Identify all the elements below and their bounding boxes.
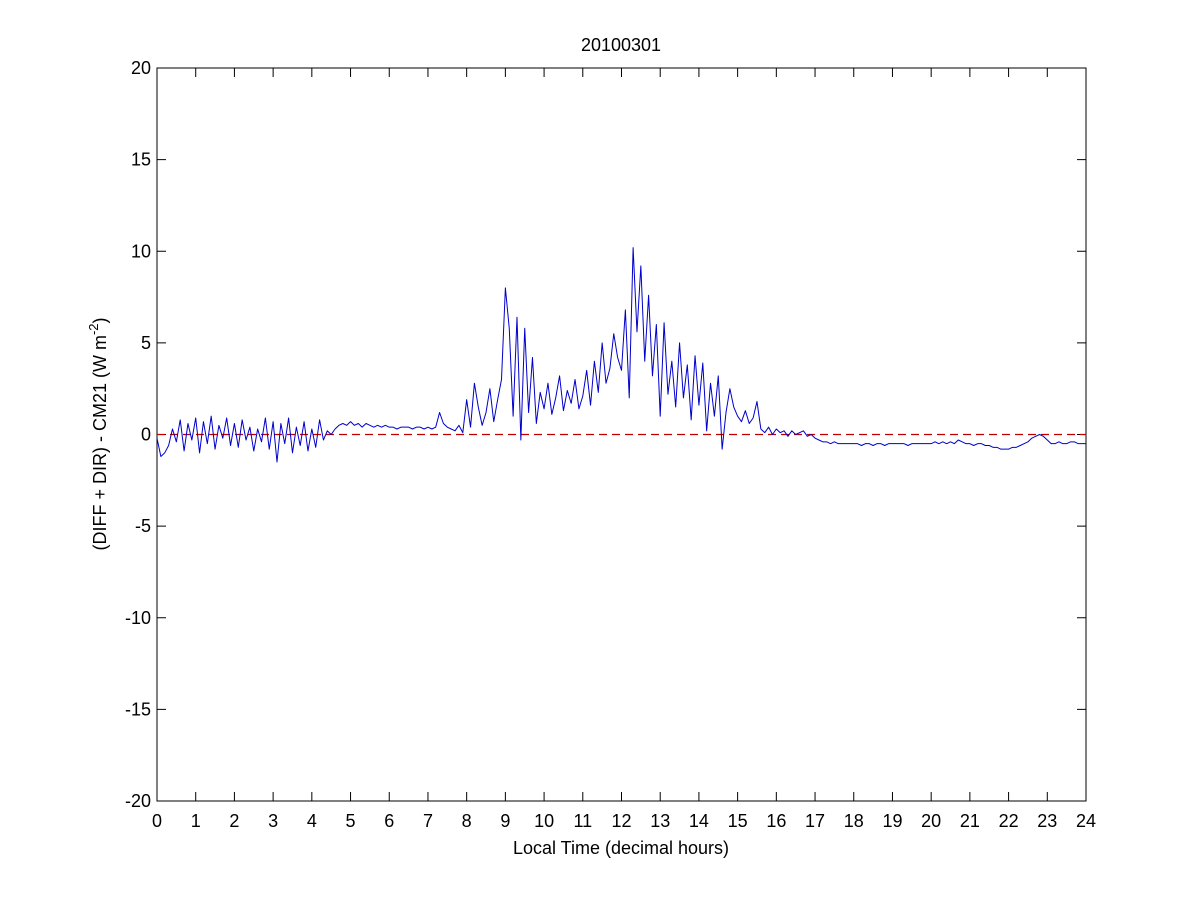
x-tick-label: 23 [1037, 811, 1057, 831]
x-tick-label: 0 [152, 811, 162, 831]
y-axis-label: (DIFF + DIR) - CM21 (W m-2) [86, 317, 110, 550]
y-axis-label-sup: -2 [86, 323, 101, 335]
plot-area [156, 67, 1087, 802]
y-tick-label: 0 [141, 425, 151, 445]
x-tick-label: 3 [268, 811, 278, 831]
y-tick-label: -20 [125, 791, 151, 811]
x-tick-label: 20 [921, 811, 941, 831]
x-tick-label: 22 [999, 811, 1019, 831]
x-tick-label: 14 [689, 811, 709, 831]
x-axis-label: Local Time (decimal hours) [513, 838, 729, 858]
x-tick-label: 21 [960, 811, 980, 831]
x-tick-label: 15 [728, 811, 748, 831]
x-tick-label: 11 [573, 811, 592, 831]
y-tick-label: 5 [141, 333, 151, 353]
x-tick-label: 18 [844, 811, 864, 831]
y-tick-label: 20 [131, 58, 151, 78]
x-tick-label: 10 [534, 811, 554, 831]
x-tick-label: 5 [346, 811, 356, 831]
x-tick-label: 13 [650, 811, 670, 831]
x-tick-label: 1 [191, 811, 201, 831]
x-tick-label: 7 [423, 811, 433, 831]
x-tick-label: 4 [307, 811, 317, 831]
y-axis-label-end: ) [90, 317, 110, 323]
x-tick-label: 8 [462, 811, 472, 831]
y-tick-label: -15 [125, 699, 151, 719]
x-tick-label: 24 [1076, 811, 1096, 831]
x-tick-label: 17 [805, 811, 825, 831]
chart-title: 20100301 [581, 35, 661, 55]
x-tick-label: 19 [882, 811, 902, 831]
y-tick-label: -5 [135, 516, 151, 536]
y-axis-label-main: (DIFF + DIR) - CM21 (W m [90, 335, 110, 550]
y-tick-label: 15 [131, 150, 151, 170]
data-line [156, 247, 1086, 463]
x-tick-label: 16 [766, 811, 786, 831]
x-tick-label: 2 [229, 811, 239, 831]
x-tick-label: 6 [384, 811, 394, 831]
x-tick-label: 9 [500, 811, 510, 831]
x-tick-label: 12 [611, 811, 631, 831]
y-tick-label: 10 [131, 241, 151, 261]
y-tick-label: -10 [125, 608, 151, 628]
